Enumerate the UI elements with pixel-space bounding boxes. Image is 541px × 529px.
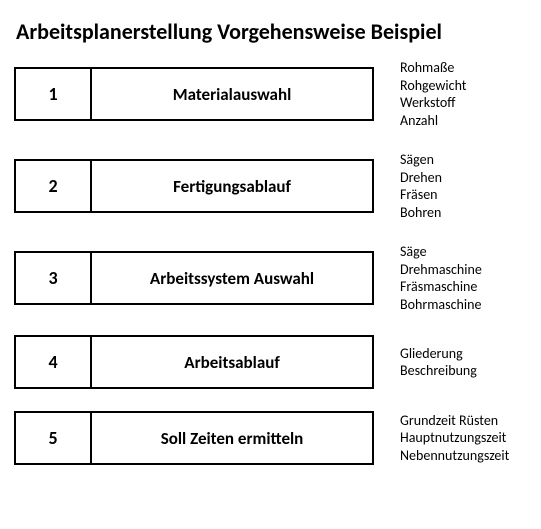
step-box: 2Fertigungsablauf <box>14 159 374 213</box>
step-label: Arbeitssystem Auswahl <box>92 251 374 305</box>
detail-item: Sägen <box>400 151 442 169</box>
detail-item: Rohgewicht <box>400 77 466 95</box>
detail-item: Drehen <box>400 169 442 187</box>
steps-list: 1Materialauswahl RohmaßeRohgewichtWerksto… <box>14 59 527 465</box>
detail-item: Rohmaße <box>400 59 466 77</box>
step-number: 3 <box>14 251 92 305</box>
step-details: Grundzeit RüstenHauptnutzungszeitNebennu… <box>400 412 509 465</box>
step-box: 1Materialauswahl <box>14 67 374 121</box>
step-row: 5Soll Zeiten ermitteln Grundzeit RüstenHa… <box>14 411 527 465</box>
step-box: 4Arbeitsablauf <box>14 335 374 389</box>
detail-item: Werkstoff <box>400 94 466 112</box>
detail-item: Bohren <box>400 204 442 222</box>
detail-item: Nebennutzungszeit <box>400 447 509 465</box>
step-label: Materialauswahl <box>92 67 374 121</box>
step-details: SägenDrehenFräsenBohren <box>400 151 442 221</box>
detail-item: Säge <box>400 243 482 261</box>
step-details: GliederungBeschreibung <box>400 345 477 380</box>
step-details: RohmaßeRohgewichtWerkstoffAnzahl <box>400 59 466 129</box>
step-details: SägeDrehmaschineFräsmaschineBohrmaschine <box>400 243 482 313</box>
detail-item: Anzahl <box>400 112 466 130</box>
step-number: 1 <box>14 67 92 121</box>
step-row: 4Arbeitsablauf GliederungBeschreibung <box>14 335 527 389</box>
detail-item: Gliederung <box>400 345 477 363</box>
detail-item: Drehmaschine <box>400 261 482 279</box>
detail-item: Fräsen <box>400 186 442 204</box>
step-row: 2Fertigungsablauf SägenDrehenFräsenBohren <box>14 151 527 221</box>
step-label: Soll Zeiten ermitteln <box>92 411 374 465</box>
step-number: 5 <box>14 411 92 465</box>
step-box: 5Soll Zeiten ermitteln <box>14 411 374 465</box>
page-title: Arbeitsplanerstellung Vorgehensweise Bei… <box>16 18 527 45</box>
step-row: 1Materialauswahl RohmaßeRohgewichtWerksto… <box>14 59 527 129</box>
detail-item: Beschreibung <box>400 362 477 380</box>
step-number: 2 <box>14 159 92 213</box>
step-row: 3Arbeitssystem Auswahl SägeDrehmaschineFr… <box>14 243 527 313</box>
step-label: Fertigungsablauf <box>92 159 374 213</box>
step-box: 3Arbeitssystem Auswahl <box>14 251 374 305</box>
detail-item: Grundzeit Rüsten <box>400 412 509 430</box>
detail-item: Fräsmaschine <box>400 278 482 296</box>
step-number: 4 <box>14 335 92 389</box>
detail-item: Bohrmaschine <box>400 296 482 314</box>
step-label: Arbeitsablauf <box>92 335 374 389</box>
detail-item: Hauptnutzungszeit <box>400 429 509 447</box>
